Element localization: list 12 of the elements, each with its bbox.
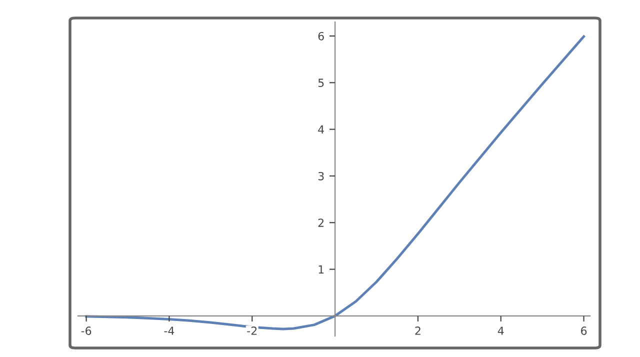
x-tick-label: 2 [415,326,420,335]
y-tick-label: 4 [318,125,324,134]
y-tick-label: 6 [318,32,324,40]
x-tick-label: 6 [581,326,587,335]
x-tick-label: -6 [81,326,92,335]
x-tick-label: -4 [164,326,174,335]
x-tick-label: 4 [498,326,504,335]
y-tick-label: 2 [318,218,324,227]
y-tick-label: 5 [318,78,324,88]
y-tick-label: 3 [318,172,324,180]
y-tick-label: 1 [318,265,324,274]
x-tick-label: -2 [247,326,257,335]
